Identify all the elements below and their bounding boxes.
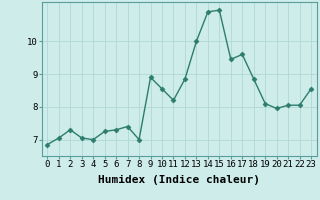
X-axis label: Humidex (Indice chaleur): Humidex (Indice chaleur) [98, 175, 260, 185]
